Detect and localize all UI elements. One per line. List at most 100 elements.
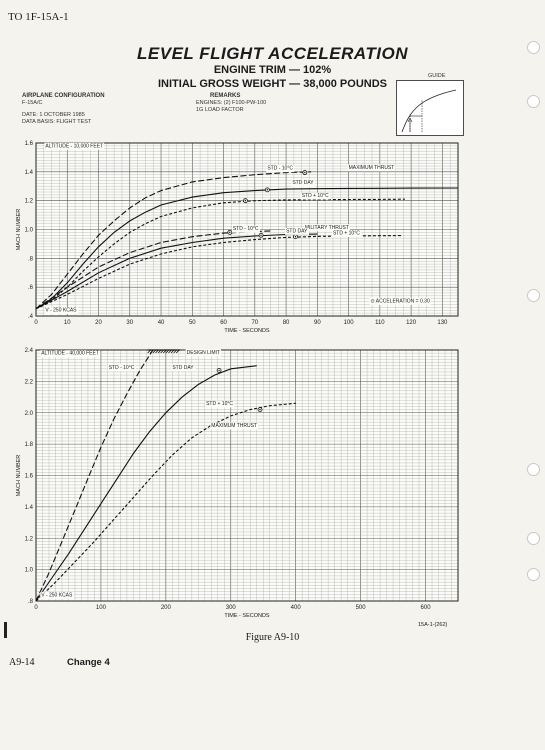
figure-id: 15A-1-(262) xyxy=(418,622,448,628)
y-tick-label: 1.0 xyxy=(25,568,34,574)
mil-thrust-label-bg xyxy=(303,224,350,232)
plot-frame xyxy=(35,142,459,317)
altitude-annotation: ALTITUDE - 10,000 FEET xyxy=(45,143,103,149)
y-tick-label: .8 xyxy=(28,599,34,605)
series-line xyxy=(35,233,318,310)
remarks-line1: ENGINES: (2) F100-PW-100 xyxy=(196,100,267,106)
altitude-annotation-bg xyxy=(40,350,100,358)
max-thrust-label-bg xyxy=(210,422,259,430)
binder-hole xyxy=(527,289,540,302)
x-tick-label: 20 xyxy=(95,320,102,326)
mil-thrust-label: MILITARY THRUST xyxy=(305,225,349,231)
config-value: F-15A/C xyxy=(22,100,43,106)
config-date: DATE: 1 OCTOBER 1985 xyxy=(22,112,85,118)
series-label: STD DAY xyxy=(292,180,314,186)
config-block: AIRPLANE CONFIGURATION F-15A/C DATE: 1 O… xyxy=(22,93,105,126)
plot-area xyxy=(35,142,459,317)
start-speed-annotation: V - 250 KCAS xyxy=(45,308,77,314)
series-marker-dot xyxy=(260,234,262,236)
subtitle-engine-trim: ENGINE TRIM — 102% xyxy=(213,64,332,76)
x-tick-label: 600 xyxy=(421,605,432,611)
binder-hole xyxy=(527,568,540,581)
series-marker-dot xyxy=(294,236,297,238)
x-tick-label: 120 xyxy=(406,320,417,326)
series-line xyxy=(35,171,312,310)
series-label: STD - 10°C xyxy=(233,226,259,232)
x-axis-label: TIME - SECONDS xyxy=(224,613,270,619)
x-tick-label: 500 xyxy=(356,605,367,611)
series-label: STD + 10°C xyxy=(206,401,233,407)
series-marker-dot xyxy=(304,171,306,174)
series-line xyxy=(35,349,154,602)
y-tick-label: 2.2 xyxy=(25,379,34,385)
series-label: STD - 10°C xyxy=(109,365,135,371)
x-tick-label: 100 xyxy=(344,320,355,326)
figure-caption: Figure A9-10 xyxy=(245,632,300,643)
series-line xyxy=(35,187,459,310)
y-tick-label: 1.6 xyxy=(25,141,34,147)
x-tick-label: 0 xyxy=(34,320,38,326)
x-tick-label: 200 xyxy=(161,605,172,611)
guide-inset xyxy=(396,80,464,136)
start-speed-annotation: V - 250 KCAS xyxy=(41,592,73,598)
binder-hole xyxy=(527,95,540,108)
series-label-bg xyxy=(331,230,362,238)
x-tick-label: 70 xyxy=(251,320,258,326)
x-tick-label: 400 xyxy=(291,605,302,611)
binder-hole xyxy=(527,41,540,54)
series-marker-dot xyxy=(229,231,231,234)
series-line xyxy=(35,365,257,602)
acceleration-note-bg xyxy=(369,297,431,305)
doc-number: TO 1F-15A-1 xyxy=(8,11,69,23)
series-label-bg xyxy=(205,400,235,408)
max-thrust-label: MAXIMUM THRUST xyxy=(349,165,395,171)
y-tick-label: 1.4 xyxy=(25,170,34,176)
remarks-line2: 1G LOAD FACTOR xyxy=(196,107,244,113)
max-thrust-label: MAXIMUM THRUST xyxy=(211,423,257,429)
change-bar xyxy=(4,622,7,638)
start-speed-annotation-bg xyxy=(40,591,74,599)
x-tick-label: 0 xyxy=(34,605,38,611)
x-tick-label: 80 xyxy=(283,320,290,326)
series-marker-dot xyxy=(218,369,220,372)
x-tick-label: 110 xyxy=(375,320,385,326)
x-tick-label: 30 xyxy=(126,320,133,326)
y-tick-label: 1.4 xyxy=(25,505,34,511)
x-tick-label: 300 xyxy=(226,605,237,611)
series-label: STD - 10°C xyxy=(267,166,293,172)
x-axis-label: TIME - SECONDS xyxy=(224,328,270,334)
plot-area xyxy=(35,349,459,602)
start-speed-annotation-bg xyxy=(44,307,79,315)
series-label-bg xyxy=(107,364,136,372)
chart-40000ft: 0 100 200 300 400 500 600 .8 1.0 1.2 1.4 1.6 1.8 2.0 2… xyxy=(16,348,459,619)
subtitle-gross-weight: INITIAL GROSS WEIGHT — 38,000 POUNDS xyxy=(157,78,387,90)
binder-hole xyxy=(527,532,540,545)
series-label-bg xyxy=(285,227,310,235)
x-tick-label: 90 xyxy=(314,320,321,326)
guide-label: GUIDE xyxy=(428,73,446,79)
x-tick-label: 130 xyxy=(437,320,448,326)
y-tick-label: 2.0 xyxy=(25,411,34,417)
page-number: A9-14 xyxy=(9,657,35,668)
remarks-block: REMARKS ENGINES: (2) F100-PW-100 1G LOAD… xyxy=(196,93,266,114)
altitude-annotation: ALTITUDE - 40,000 FEET xyxy=(41,351,99,357)
x-tick-label: 100 xyxy=(96,605,107,611)
series-line xyxy=(35,198,405,310)
x-tick-label: 60 xyxy=(220,320,227,326)
y-tick-label: 2.4 xyxy=(25,348,34,354)
design-limit-label: DESIGN LIMIT xyxy=(187,350,220,356)
y-axis-label: MACH NUMBER xyxy=(16,455,22,497)
series-label: STD + 10°C xyxy=(333,231,360,237)
chart-10000ft: 0 10 20 30 40 50 60 70 80 90 100 110 120 130 .4 .6 .8 1.0… xyxy=(16,141,459,334)
y-axis-label: MACH NUMBER xyxy=(16,209,22,251)
y-tick-label: 1.2 xyxy=(25,536,34,542)
change-label: Change 4 xyxy=(67,657,110,668)
y-tick-label: .4 xyxy=(28,314,34,320)
series-marker-dot xyxy=(266,189,269,191)
y-tick-label: 1.8 xyxy=(25,442,34,448)
page-title: LEVEL FLIGHT ACCELERATION xyxy=(137,44,408,63)
y-tick-label: 1.6 xyxy=(25,474,34,480)
series-line xyxy=(35,402,296,602)
x-tick-label: 10 xyxy=(64,320,71,326)
plot-frame xyxy=(35,349,459,602)
